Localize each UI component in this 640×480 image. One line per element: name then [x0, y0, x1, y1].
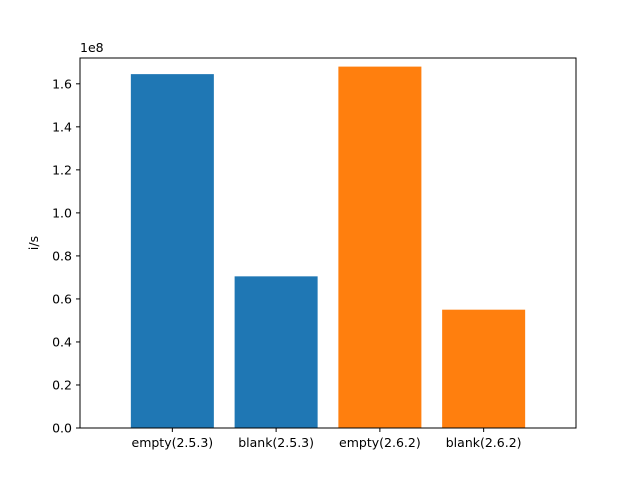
- bars-group: [130, 66, 526, 429]
- y-tick-label: 1.0: [52, 205, 72, 220]
- y-tick-label: 0.8: [52, 248, 72, 263]
- y-tick-label: 1.4: [52, 119, 72, 134]
- x-tick-label: blank(2.5.3): [238, 435, 314, 450]
- y-axis-offset-text: 1e8: [80, 40, 104, 55]
- bar-2: [338, 66, 422, 429]
- x-tick-label: empty(2.6.2): [339, 435, 421, 450]
- y-tick-label: 0.2: [52, 377, 72, 392]
- y-axis-label: i/s: [26, 236, 41, 250]
- x-tick-label: blank(2.6.2): [446, 435, 522, 450]
- bar-3: [442, 309, 526, 428]
- y-tick-label: 1.6: [52, 76, 72, 91]
- x-axis-ticks: empty(2.5.3) blank(2.5.3) empty(2.6.2) blan…: [132, 428, 522, 450]
- y-tick-label: 0.4: [52, 334, 72, 349]
- y-tick-label: 0.0: [52, 421, 72, 436]
- bar-0: [130, 74, 214, 428]
- x-tick-label: empty(2.5.3): [132, 435, 214, 450]
- plot-frame: [79, 57, 577, 429]
- bar-1: [234, 276, 318, 428]
- y-axis-ticks: 0.0 0.2 0.4 0.6 0.8 1.0 1.2 1.4 1.6: [52, 76, 80, 436]
- y-tick-label: 1.2: [52, 162, 72, 177]
- y-tick-label: 0.6: [52, 291, 72, 306]
